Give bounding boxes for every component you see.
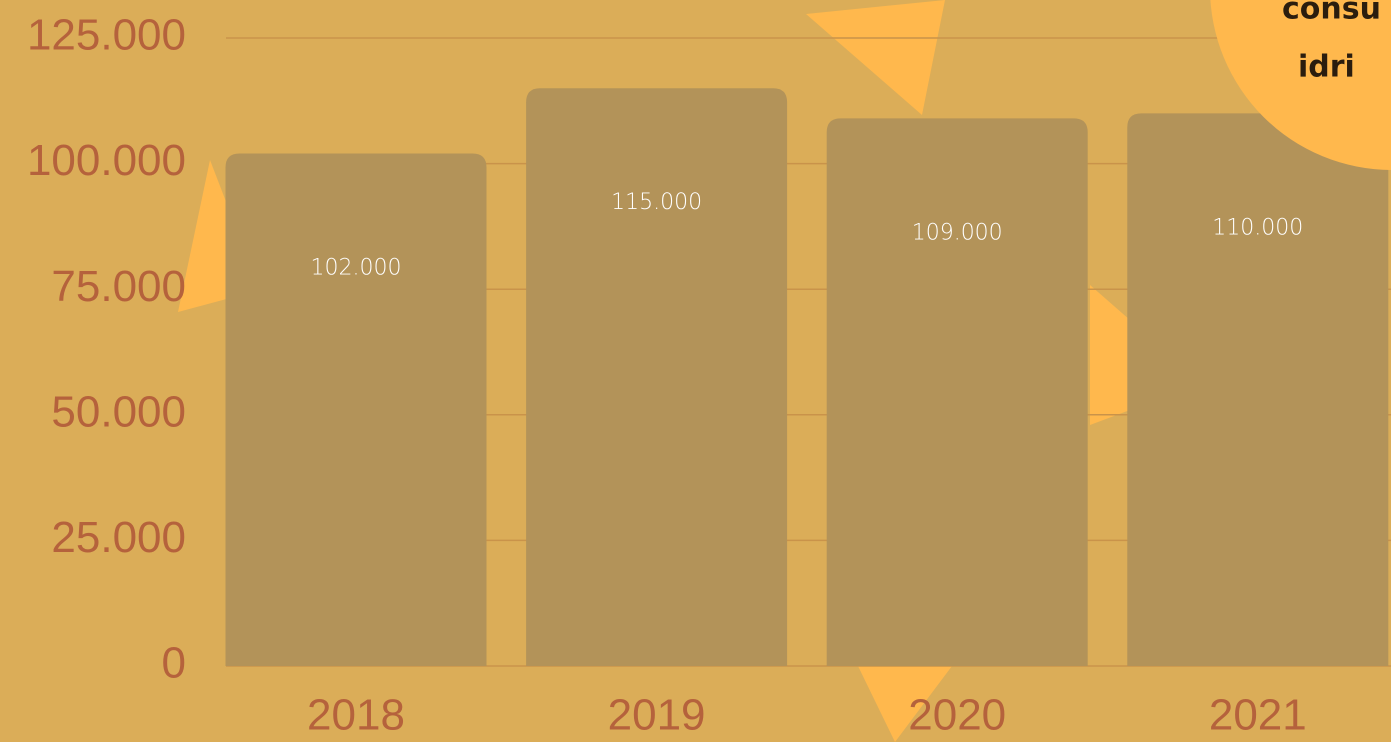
bar bbox=[827, 118, 1088, 666]
bar bbox=[226, 154, 487, 666]
y-tick-label: 75.000 bbox=[51, 262, 186, 311]
x-tick-label: 2018 bbox=[307, 691, 405, 740]
y-tick-label: 0 bbox=[162, 639, 186, 688]
value-label: 109.000 bbox=[912, 220, 1003, 245]
value-label: 115.000 bbox=[611, 190, 702, 215]
y-tick-label: 125.000 bbox=[27, 11, 186, 60]
page: {"chart_data": {"type": "bar", "notes": … bbox=[0, 0, 1391, 742]
y-tick-label: 50.000 bbox=[51, 387, 186, 436]
value-label: 102.000 bbox=[311, 256, 402, 281]
bar bbox=[526, 88, 787, 666]
x-tick-label: 2021 bbox=[1209, 691, 1307, 740]
x-tick-label: 2019 bbox=[608, 691, 706, 740]
y-tick-label: 25.000 bbox=[51, 513, 186, 562]
y-tick-label: 100.000 bbox=[27, 136, 186, 185]
bar bbox=[1127, 113, 1388, 666]
badge-text: idri bbox=[1298, 50, 1355, 85]
x-tick-label: 2020 bbox=[908, 691, 1006, 740]
chart: 102.000115.000109.000110.000 consu idri … bbox=[0, 0, 1391, 742]
value-label: 110.000 bbox=[1212, 215, 1303, 240]
badge-text: consu bbox=[1282, 0, 1381, 27]
